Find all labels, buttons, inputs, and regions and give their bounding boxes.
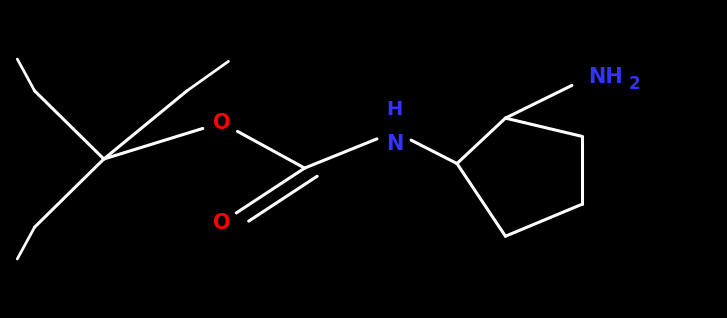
Text: O: O <box>213 213 230 232</box>
Text: O: O <box>213 113 230 133</box>
Text: NH: NH <box>589 67 623 87</box>
Text: 2: 2 <box>629 75 640 93</box>
Text: N: N <box>386 134 403 154</box>
Text: H: H <box>387 100 403 120</box>
